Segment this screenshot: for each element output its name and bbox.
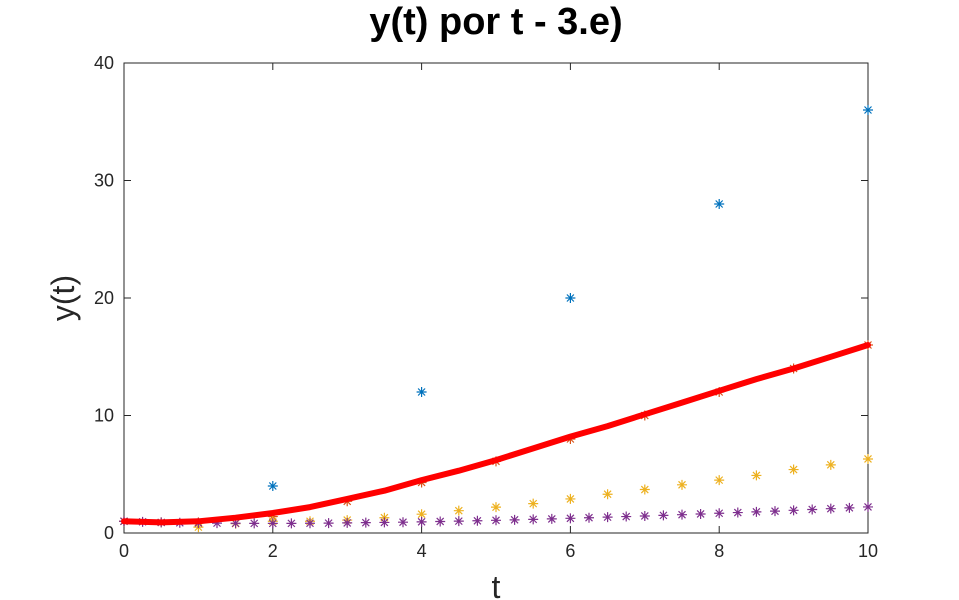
data-point xyxy=(212,518,222,529)
data-point xyxy=(472,515,483,526)
data-point xyxy=(751,506,762,517)
x-tick-label: 0 xyxy=(119,541,129,561)
data-point xyxy=(528,514,539,525)
x-axis-label: t xyxy=(492,569,501,600)
data-point xyxy=(639,484,650,495)
y-tick-label: 40 xyxy=(94,53,114,73)
x-tick-label: 8 xyxy=(714,541,724,561)
data-point xyxy=(770,506,780,517)
x-tick-label: 2 xyxy=(268,541,278,561)
data-point xyxy=(565,493,576,504)
x-tick-label: 10 xyxy=(858,541,878,561)
data-point xyxy=(267,481,278,491)
data-point xyxy=(286,518,297,529)
data-point xyxy=(788,505,799,516)
data-point xyxy=(584,512,594,523)
y-axis-label: y(t) xyxy=(45,275,81,321)
x-tick-label: 4 xyxy=(417,541,427,561)
data-point xyxy=(714,508,725,519)
chart-title: y(t) por t - 3.e) xyxy=(369,1,622,43)
data-point xyxy=(695,508,706,519)
y-tick-label: 10 xyxy=(94,406,114,426)
data-point xyxy=(863,105,873,115)
y-tick-label: 0 xyxy=(104,523,114,543)
data-point xyxy=(453,505,464,516)
data-point xyxy=(677,509,687,520)
data-point xyxy=(565,293,576,303)
data-point xyxy=(416,516,427,527)
data-point xyxy=(863,453,873,464)
data-point xyxy=(546,513,557,524)
plot-area xyxy=(123,62,869,534)
data-point xyxy=(323,518,334,529)
data-point xyxy=(342,517,353,528)
data-point xyxy=(249,518,260,529)
data-point xyxy=(844,502,855,513)
data-point xyxy=(453,516,464,527)
data-point xyxy=(379,517,390,528)
x-tick-label: 6 xyxy=(565,541,575,561)
data-point xyxy=(509,514,520,525)
data-point xyxy=(398,517,408,528)
axis-ticks: 0 2 4 6 8 10 0 10 20 30 40 xyxy=(94,53,878,561)
data-point xyxy=(639,510,650,521)
data-point xyxy=(565,513,576,524)
series-4 xyxy=(121,342,871,526)
data-point xyxy=(714,475,725,486)
data-point xyxy=(825,503,836,514)
data-point xyxy=(658,510,669,521)
data-point xyxy=(360,517,371,528)
data-point xyxy=(621,511,632,522)
data-point xyxy=(230,518,241,529)
series-line xyxy=(121,342,871,526)
data-point xyxy=(602,512,613,523)
data-point xyxy=(416,387,427,397)
data-point xyxy=(416,509,427,520)
data-point xyxy=(602,489,613,500)
data-point xyxy=(751,470,762,481)
data-point xyxy=(267,518,278,529)
data-point xyxy=(788,464,799,475)
data-point xyxy=(677,479,687,490)
data-point xyxy=(435,516,446,527)
data-point xyxy=(491,515,501,526)
y-tick-label: 30 xyxy=(94,171,114,191)
data-point xyxy=(732,507,743,518)
data-point xyxy=(528,498,539,509)
data-point xyxy=(807,504,818,515)
data-series xyxy=(119,105,873,533)
series-3 xyxy=(119,501,873,529)
data-point xyxy=(491,502,501,513)
data-point xyxy=(863,501,873,512)
y-tick-label: 20 xyxy=(94,288,114,308)
data-point xyxy=(714,199,725,209)
data-point xyxy=(305,518,315,529)
data-point xyxy=(825,459,836,470)
